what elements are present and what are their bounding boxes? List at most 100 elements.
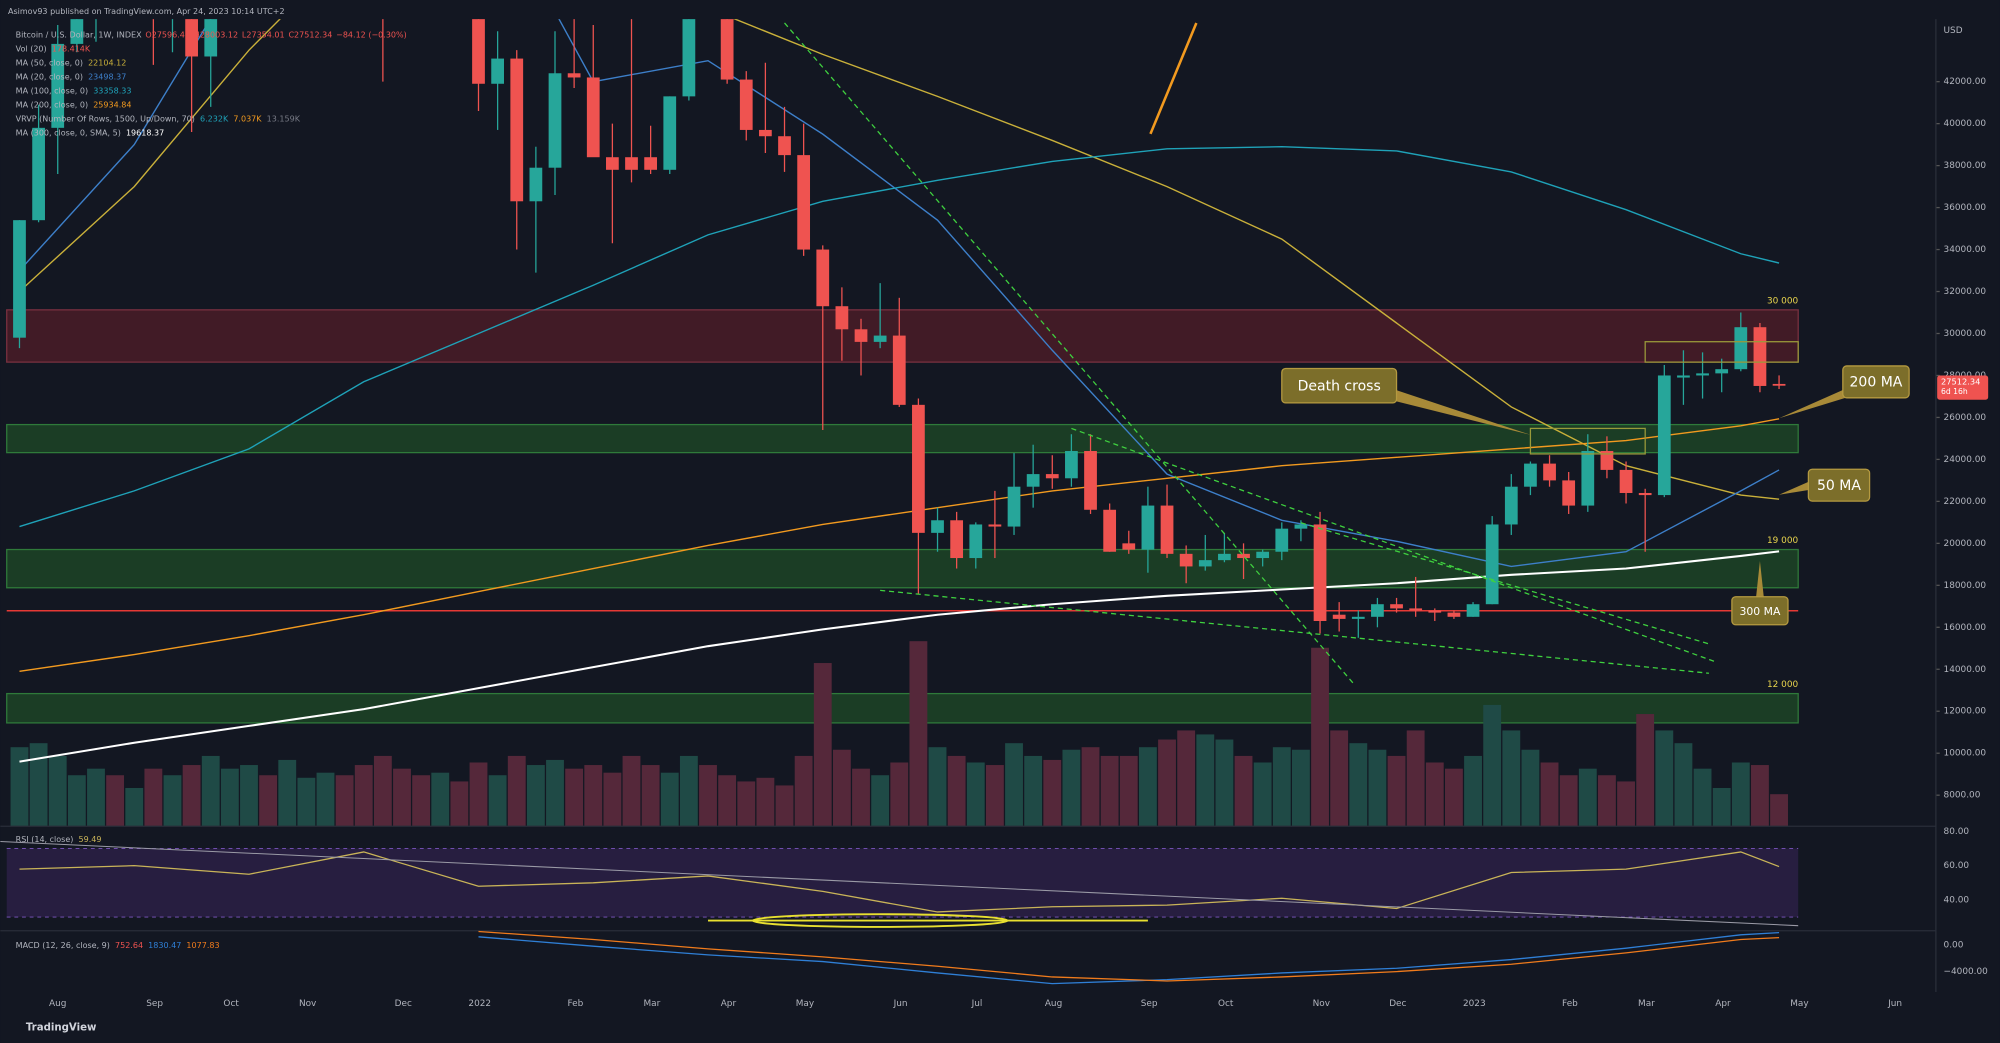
y-tick-label: 38000.00 <box>1944 161 1987 171</box>
box <box>1529 427 1646 455</box>
volume-bar <box>1693 768 1712 827</box>
volume-bar <box>584 765 603 827</box>
candle-body <box>663 96 677 170</box>
volume-bar <box>507 755 526 827</box>
arrow-line <box>1149 22 1198 135</box>
zone <box>6 548 1799 589</box>
volume-bar <box>1483 704 1502 827</box>
vrvp-value: 7.037K <box>233 114 262 123</box>
candle-body <box>644 157 658 170</box>
annotations: Death cross 200 MA 50 MA 300 MA <box>0 22 1910 928</box>
volume-bar <box>201 755 220 827</box>
volume-bar <box>1062 749 1081 827</box>
volume-bar <box>335 775 354 827</box>
volume-bar <box>1138 747 1157 827</box>
candle-body <box>185 19 198 57</box>
x-tick-label: Aug <box>49 999 66 1009</box>
volume-bar <box>1540 762 1559 827</box>
candle-body <box>759 129 772 137</box>
candle-body <box>1543 463 1556 481</box>
legend-row: MACD (12, 26, close, 9) 752.64 1830.47 1077… <box>16 940 220 949</box>
y-tick-label: 12000.00 <box>1944 707 1987 717</box>
volume-bar <box>1272 747 1291 827</box>
volume-bar <box>1349 743 1368 827</box>
macd-name: MACD (12, 26, close, 9) <box>16 940 110 949</box>
candle-body <box>1638 492 1652 496</box>
candle-body <box>529 167 543 202</box>
volume-bar <box>699 765 717 827</box>
candle-body <box>567 73 581 78</box>
candle-body <box>1600 451 1614 470</box>
volume-bar <box>1043 759 1062 827</box>
volume-bar <box>125 787 144 827</box>
candle-body <box>1141 505 1155 550</box>
candle-body <box>1504 486 1518 525</box>
x-tick-label: Aug <box>1045 999 1062 1009</box>
volume-name: Vol (20) <box>16 44 47 53</box>
x-tick-label: Dec <box>395 999 412 1009</box>
volume-bar <box>1234 755 1253 827</box>
candle-body <box>1428 610 1442 613</box>
x-tick-label: Sep <box>146 999 163 1009</box>
volume-bar <box>29 743 48 827</box>
candle-body <box>1409 608 1423 611</box>
candle-body <box>1256 551 1270 559</box>
ma-value: 33358.33 <box>93 86 131 95</box>
candle-body <box>586 77 600 158</box>
volume-bar <box>278 759 297 827</box>
volume-bar <box>48 755 67 827</box>
candle-body <box>1065 451 1078 479</box>
volume-bar <box>450 781 469 827</box>
box <box>1644 341 1799 363</box>
candle-body <box>70 19 84 44</box>
candle-body <box>606 157 619 170</box>
candle-body <box>1218 553 1231 561</box>
candle-body <box>720 19 734 80</box>
volume-bar <box>794 755 813 827</box>
x-tick-label: Mar <box>644 999 661 1009</box>
volume-bar <box>1196 734 1215 827</box>
x-tick-label: Nov <box>299 999 316 1009</box>
candle-body <box>1466 604 1480 617</box>
volume-bar <box>87 768 105 827</box>
ma-line <box>19 550 1780 763</box>
candle-body <box>682 19 696 97</box>
ma-name: MA (100, close, 0) <box>16 86 88 95</box>
y-tick-label: 22000.00 <box>1944 497 1987 507</box>
rsi-tick-label: 40.00 <box>1944 895 1970 905</box>
x-tick-label: Dec <box>1389 999 1406 1009</box>
volume-bar <box>603 772 622 827</box>
candle-body <box>778 136 791 156</box>
legend-row: Bitcoin / U.S. Dollar, 1W, INDEX O27596.4… <box>16 30 407 39</box>
x-tick-label: Sep <box>1141 999 1158 1009</box>
plot-layer: 30 000 19 000 12 000 8000.00 10000.00 12000.0… <box>0 19 1989 1009</box>
trend-line <box>1071 427 1716 663</box>
candle-body <box>931 520 944 533</box>
zone-label: 12 000 <box>1767 680 1798 690</box>
volume-bar <box>1674 743 1693 827</box>
candle-body <box>912 404 925 533</box>
volume-bar <box>1751 765 1769 827</box>
y-tick-label: 32000.00 <box>1944 287 1987 297</box>
candle-body <box>1772 383 1786 386</box>
candle-body <box>1179 553 1193 567</box>
ohlc: L27354.01 <box>242 30 285 39</box>
candle-body <box>510 58 524 202</box>
candle-body <box>1332 614 1346 619</box>
publisher: Asimov93 published on TradingView.com, A… <box>8 7 285 16</box>
callout <box>1842 365 1910 399</box>
ma-line <box>19 19 1780 500</box>
candle-body <box>1581 451 1595 506</box>
volume-bar <box>641 765 660 827</box>
volume-bar <box>182 765 201 827</box>
rsi-tick-label: 60.00 <box>1944 861 1970 871</box>
volume-bar <box>928 747 947 827</box>
x-tick-label: Apr <box>721 999 737 1009</box>
callout <box>1807 468 1871 502</box>
candle-body <box>1160 505 1174 554</box>
volume-bar <box>1311 647 1329 827</box>
zone <box>6 423 1799 454</box>
volume-bar <box>10 747 29 827</box>
y-tick-label: 8000.00 <box>1944 791 1981 801</box>
